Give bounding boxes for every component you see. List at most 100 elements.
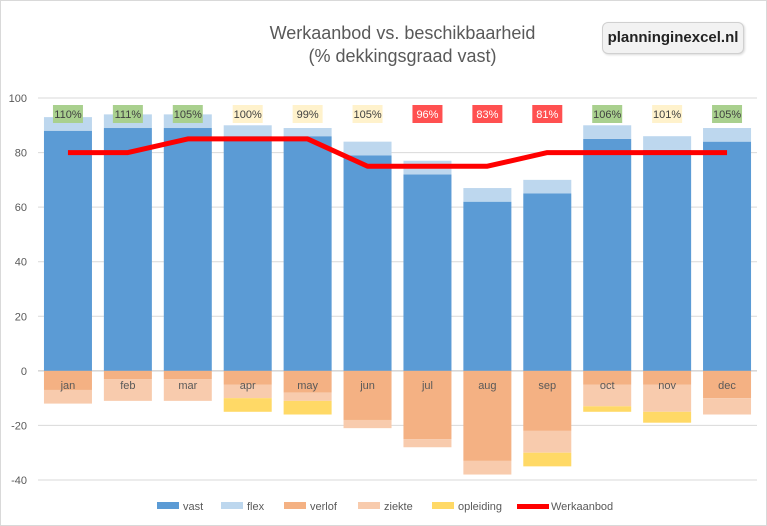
- coverage-badge-mar: [172, 105, 203, 123]
- coverage-label: 83%: [476, 109, 498, 121]
- bar-vast-may: [283, 136, 332, 371]
- bar-flex-nov: [643, 136, 692, 150]
- bar-vast-nov: [643, 149, 692, 371]
- bar-verlof-mar: [163, 370, 212, 380]
- legend-swatch-ziekte: [358, 502, 380, 509]
- x-tick-label: may: [297, 380, 318, 392]
- bar-flex-apr: [223, 125, 272, 137]
- bar-verlof-sep: [523, 370, 572, 431]
- y-tick-label: 20: [15, 311, 27, 323]
- legend: vast flex verlof ziekte opleiding Werkaanbod: [157, 501, 613, 513]
- coverage-badge-jun: [352, 105, 383, 123]
- bar-verlof-aug: [463, 370, 512, 461]
- bar-verlof-nov: [643, 370, 692, 385]
- coverage-badge-may: [292, 105, 323, 123]
- bar-verlof-feb: [103, 370, 152, 380]
- legend-label-vast: vast: [183, 501, 203, 513]
- bar-vast-feb: [103, 128, 152, 371]
- x-tick-label: sep: [538, 380, 556, 392]
- coverage-badge-jan: [52, 105, 83, 123]
- coverage-label: 81%: [536, 109, 558, 121]
- bars: [43, 114, 752, 475]
- legend-label-ziekte: ziekte: [384, 501, 413, 513]
- legend-swatch-werkaanbod: [517, 504, 549, 509]
- chart-title: Werkaanbod vs. beschikbaarheid: [269, 23, 536, 43]
- bar-ziekte-sep: [523, 430, 572, 453]
- coverage-label: 110%: [54, 109, 82, 121]
- coverage-badge-aug: [472, 105, 503, 123]
- coverage-label: 100%: [234, 109, 262, 121]
- coverage-badge-apr: [232, 105, 263, 123]
- x-tick-label: apr: [240, 380, 256, 392]
- coverage-badges: 110% 111% 105% 100% 99% 105% 96% 83% 81% 106% 101%…: [52, 105, 743, 123]
- legend-swatch-opleiding: [432, 502, 454, 509]
- bar-vast-oct: [583, 138, 632, 371]
- bar-ziekte-aug: [463, 460, 512, 475]
- bar-vast-jan: [43, 130, 92, 371]
- coverage-label: 96%: [416, 109, 438, 121]
- coverage-label: 106%: [593, 109, 621, 121]
- legend-label-opleiding: opleiding: [458, 501, 502, 513]
- bar-flex-jun: [343, 141, 392, 156]
- coverage-badge-sep: [532, 105, 563, 123]
- legend-label-verlof: verlof: [310, 501, 338, 513]
- bar-ziekte-apr: [223, 384, 272, 399]
- coverage-label: 101%: [653, 109, 681, 121]
- bar-verlof-oct: [583, 370, 632, 385]
- y-axis-ticks: -40 -20 0 20 40 60 80 100: [9, 93, 27, 487]
- bar-flex-may: [283, 128, 332, 137]
- bar-ziekte-feb: [103, 379, 152, 401]
- brand-badge[interactable]: planninginexcel.nl: [602, 22, 744, 54]
- coverage-badge-feb: [112, 105, 143, 123]
- bar-ziekte-may: [283, 392, 332, 401]
- werkaanbod-line-group: [67, 136, 728, 169]
- y-tick-label: -20: [11, 420, 27, 432]
- y-tick-label: 100: [9, 93, 27, 105]
- bar-vast-jun: [343, 155, 392, 371]
- werkaanbod-line: [67, 136, 728, 169]
- bar-flex-oct: [583, 125, 632, 139]
- bar-ziekte-mar: [163, 379, 212, 401]
- bar-ziekte-nov: [643, 384, 692, 412]
- bar-verlof-jan: [43, 370, 92, 390]
- bar-flex-aug: [463, 188, 512, 202]
- x-tick-label: oct: [600, 380, 615, 392]
- x-tick-label: feb: [120, 380, 135, 392]
- coverage-badge-nov: [652, 105, 683, 123]
- x-tick-label: aug: [478, 380, 496, 392]
- x-tick-label: nov: [658, 380, 676, 392]
- x-tick-label: mar: [178, 380, 197, 392]
- bar-opleiding-may: [283, 400, 332, 415]
- bar-verlof-may: [283, 370, 332, 393]
- y-tick-label: 60: [15, 202, 27, 214]
- y-tick-label: 0: [21, 366, 27, 378]
- bar-verlof-jul: [403, 370, 452, 440]
- bar-opleiding-sep: [523, 452, 572, 467]
- bar-verlof-jun: [343, 370, 392, 420]
- bar-vast-mar: [163, 128, 212, 371]
- legend-label-Werkaanbod: Werkaanbod: [551, 501, 613, 513]
- x-tick-label: jan: [60, 380, 76, 392]
- legend-swatch-flex: [221, 502, 243, 509]
- bar-vast-jul: [403, 174, 452, 371]
- gridlines: [38, 97, 757, 481]
- bar-verlof-apr: [223, 370, 272, 385]
- y-tick-label: 80: [15, 148, 27, 160]
- y-tick-label: 40: [15, 257, 27, 269]
- bar-opleiding-apr: [223, 398, 272, 412]
- legend-swatch-verlof: [284, 502, 306, 509]
- bar-vast-dec: [703, 141, 752, 371]
- x-tick-label: dec: [718, 380, 736, 392]
- coverage-label: 105%: [713, 109, 741, 121]
- bar-flex-sep: [523, 179, 572, 194]
- chart-subtitle: (% dekkingsgraad vast): [308, 46, 497, 66]
- legend-label-flex: flex: [247, 501, 265, 513]
- bar-opleiding-nov: [643, 411, 692, 423]
- x-tick-label: jul: [421, 380, 433, 392]
- bar-ziekte-jul: [403, 439, 452, 448]
- bar-ziekte-dec: [703, 398, 752, 415]
- coverage-label: 105%: [353, 109, 381, 121]
- coverage-label: 99%: [297, 109, 319, 121]
- coverage-badge-dec: [712, 105, 743, 123]
